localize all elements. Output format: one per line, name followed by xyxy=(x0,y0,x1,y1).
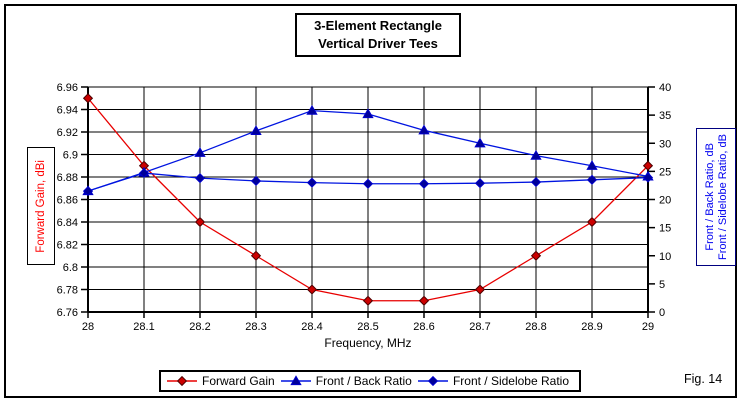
right-tick-label: 25 xyxy=(659,166,671,178)
x-tick-label: 28.1 xyxy=(133,321,154,333)
data-point-marker xyxy=(642,160,654,171)
x-tick-label: 28.8 xyxy=(525,321,546,333)
data-point-marker xyxy=(418,124,430,135)
data-point-marker xyxy=(474,178,486,189)
left-tick-label: 6.9 xyxy=(63,150,78,162)
front-back-marker-icon xyxy=(280,375,311,386)
x-tick-label: 28.3 xyxy=(245,321,266,333)
right-tick-label: 35 xyxy=(659,110,671,122)
data-point-marker xyxy=(362,108,374,119)
x-tick-label: 28.4 xyxy=(301,321,322,333)
data-point-marker xyxy=(586,159,598,170)
data-point-marker xyxy=(82,93,94,104)
figure-label: Fig. 14 xyxy=(684,372,723,386)
data-point-marker xyxy=(194,147,206,157)
data-point-marker xyxy=(194,173,206,184)
right-axis-title-box: Front / Back Ratio, dB Front / Sidelobe … xyxy=(696,128,736,266)
data-point-marker xyxy=(362,295,374,306)
data-point-marker xyxy=(306,177,318,188)
right-tick-label: 0 xyxy=(659,307,665,319)
data-point-marker xyxy=(250,175,262,187)
legend-label-forward-gain: Forward Gain xyxy=(202,374,275,388)
data-point-marker xyxy=(530,176,542,188)
legend-item-forward-gain: Forward Gain xyxy=(167,374,275,388)
right-tick-label: 10 xyxy=(659,251,671,263)
x-tick-label: 29 xyxy=(642,321,654,333)
series-markers-2 xyxy=(82,167,654,197)
x-tick-label: 28.2 xyxy=(189,321,210,333)
x-tick-label: 28.6 xyxy=(413,321,434,333)
left-tick-label: 6.78 xyxy=(57,285,78,297)
series-markers-0 xyxy=(82,93,654,306)
data-point-marker xyxy=(194,216,206,228)
right-tick-label: 20 xyxy=(659,195,671,207)
data-point-marker xyxy=(250,125,262,135)
data-point-marker xyxy=(418,178,430,189)
data-point-marker xyxy=(250,250,262,261)
data-point-marker xyxy=(474,137,486,148)
data-point-marker xyxy=(176,375,188,387)
front-sidelobe-marker-icon xyxy=(417,375,448,387)
data-point-marker xyxy=(586,174,598,185)
data-point-marker xyxy=(290,375,302,386)
legend-item-front-back: Front / Back Ratio xyxy=(280,374,412,388)
chart-title-box: 3-Element Rectangle Vertical Driver Tees xyxy=(295,13,461,57)
left-tick-label: 6.8 xyxy=(63,262,78,274)
left-tick-label: 6.96 xyxy=(57,82,78,94)
data-point-marker xyxy=(530,250,542,261)
data-point-marker xyxy=(642,172,654,183)
data-point-marker xyxy=(306,284,318,295)
right-tick-label: 5 xyxy=(659,279,665,291)
right-tick-label: 40 xyxy=(659,82,671,94)
chart-title-line1: 3-Element Rectangle xyxy=(314,18,442,33)
data-point-marker xyxy=(138,167,150,179)
legend-label-front-sidelobe: Front / Sidelobe Ratio xyxy=(452,374,569,388)
left-tick-label: 6.84 xyxy=(57,217,78,229)
x-tick-label: 28.5 xyxy=(357,321,378,333)
right-tick-label: 15 xyxy=(659,223,671,235)
left-tick-label: 6.92 xyxy=(57,127,78,139)
legend-item-front-sidelobe: Front / Sidelobe Ratio xyxy=(417,374,569,388)
left-tick-label: 6.88 xyxy=(57,172,78,184)
data-point-marker xyxy=(362,178,374,189)
left-tick-label: 6.86 xyxy=(57,195,78,207)
x-axis-title: Frequency, MHz xyxy=(324,336,412,350)
x-tick-label: 28 xyxy=(82,321,94,333)
data-point-marker xyxy=(586,216,598,228)
data-point-marker xyxy=(474,284,486,295)
data-point-marker xyxy=(82,185,94,197)
data-point-marker xyxy=(418,295,430,306)
x-tick-label: 28.7 xyxy=(469,321,490,333)
right-tick-label: 30 xyxy=(659,138,671,150)
x-tick-label: 28.9 xyxy=(581,321,602,333)
left-axis-title-box: Forward Gain, dBi xyxy=(27,147,55,265)
chart-title-line2: Vertical Driver Tees xyxy=(318,36,438,51)
left-tick-label: 6.76 xyxy=(57,307,78,319)
left-tick-label: 6.94 xyxy=(57,105,78,117)
data-point-marker xyxy=(427,375,439,387)
data-point-marker xyxy=(530,149,542,160)
legend-label-front-back: Front / Back Ratio xyxy=(315,374,412,388)
forward-gain-marker-icon xyxy=(167,375,197,387)
data-point-marker xyxy=(306,104,318,115)
legend-box: Forward Gain Front / Back Ratio Front / … xyxy=(159,370,581,392)
left-tick-label: 6.82 xyxy=(57,240,78,252)
